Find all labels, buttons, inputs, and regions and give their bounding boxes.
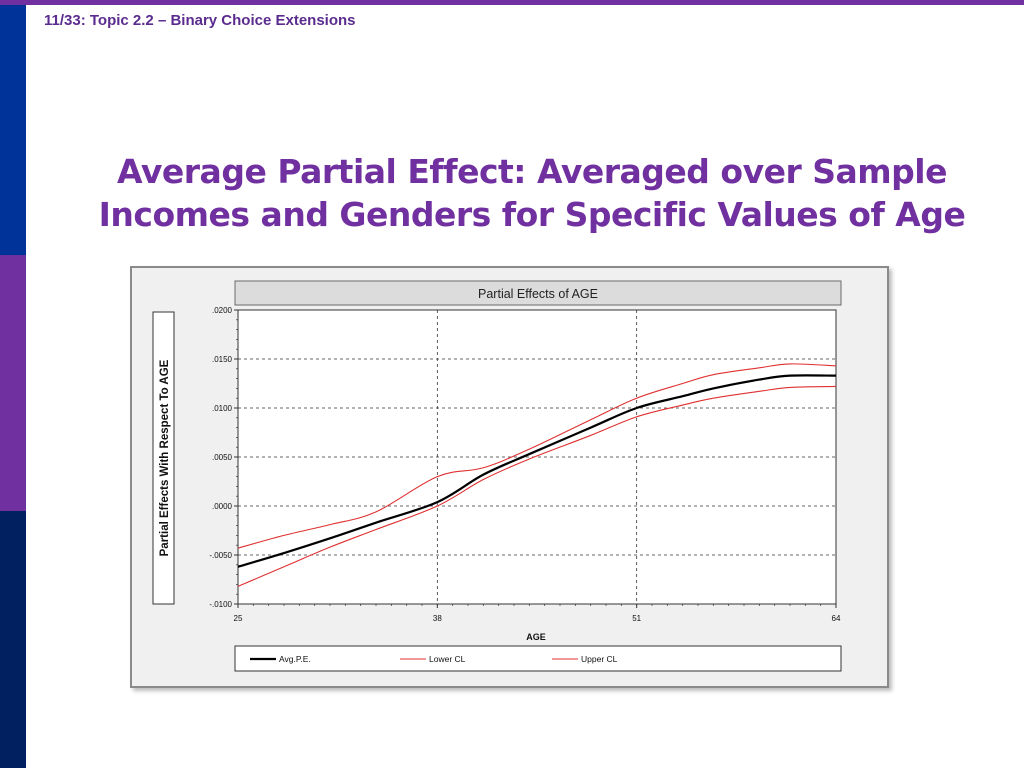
y-axis-label: Partial Effects With Respect To AGE bbox=[159, 359, 171, 556]
slide-title-line-1: Average Partial Effect: Averaged over Sa… bbox=[117, 152, 947, 191]
side-bar-navy bbox=[0, 511, 26, 768]
legend-label: Upper CL bbox=[581, 654, 618, 664]
grid-lines bbox=[238, 310, 836, 604]
y-tick-label: .0100 bbox=[212, 404, 233, 413]
partial-effects-chart: Partial Effects of AGE Partial Effects W… bbox=[152, 280, 842, 672]
series-lines bbox=[237, 363, 837, 587]
legend-label: Avg.P.E. bbox=[279, 654, 311, 664]
legend-label: Lower CL bbox=[429, 654, 466, 664]
chart-title: Partial Effects of AGE bbox=[478, 287, 598, 301]
slide-title: Average Partial Effect: Averaged over Sa… bbox=[60, 150, 1004, 236]
x-ticks: 25 38 51 64 bbox=[234, 604, 841, 623]
x-tick-label: 51 bbox=[632, 614, 641, 623]
y-tick-label: .0000 bbox=[212, 502, 233, 511]
slide-title-line-2: Incomes and Genders for Specific Values … bbox=[98, 195, 966, 234]
series-line-upper-cl bbox=[237, 363, 837, 549]
series-line-avg-p-e bbox=[237, 374, 837, 568]
side-bar-blue bbox=[0, 5, 26, 255]
chart-title-bar bbox=[234, 280, 842, 306]
x-tick-label: 38 bbox=[433, 614, 442, 623]
x-tick-label: 25 bbox=[234, 614, 243, 623]
y-tick-label: -.0050 bbox=[209, 551, 232, 560]
side-bar bbox=[0, 5, 26, 768]
y-axis-label-box bbox=[152, 311, 175, 605]
slide-header: 11/33: Topic 2.2 – Binary Choice Extensi… bbox=[44, 12, 356, 29]
y-tick-label: .0200 bbox=[212, 306, 233, 315]
x-axis-label: AGE bbox=[526, 632, 546, 642]
top-rule bbox=[0, 0, 1024, 5]
y-tick-label: -.0100 bbox=[209, 600, 232, 609]
y-tick-label: .0050 bbox=[212, 453, 233, 462]
x-tick-label: 64 bbox=[832, 614, 841, 623]
legend: Avg.P.E. Lower CL Upper CL bbox=[250, 654, 618, 664]
chart-frame: Partial Effects of AGE Partial Effects W… bbox=[130, 266, 889, 688]
y-ticks: .0200 .0150 .0100 .0050 .0000 -.0050 -.0100 bbox=[209, 306, 238, 609]
legend-box bbox=[234, 645, 842, 672]
side-bar-purple bbox=[0, 255, 26, 511]
series-line-lower-cl bbox=[237, 385, 837, 587]
plot-area bbox=[237, 309, 837, 605]
y-tick-label: .0150 bbox=[212, 355, 233, 364]
